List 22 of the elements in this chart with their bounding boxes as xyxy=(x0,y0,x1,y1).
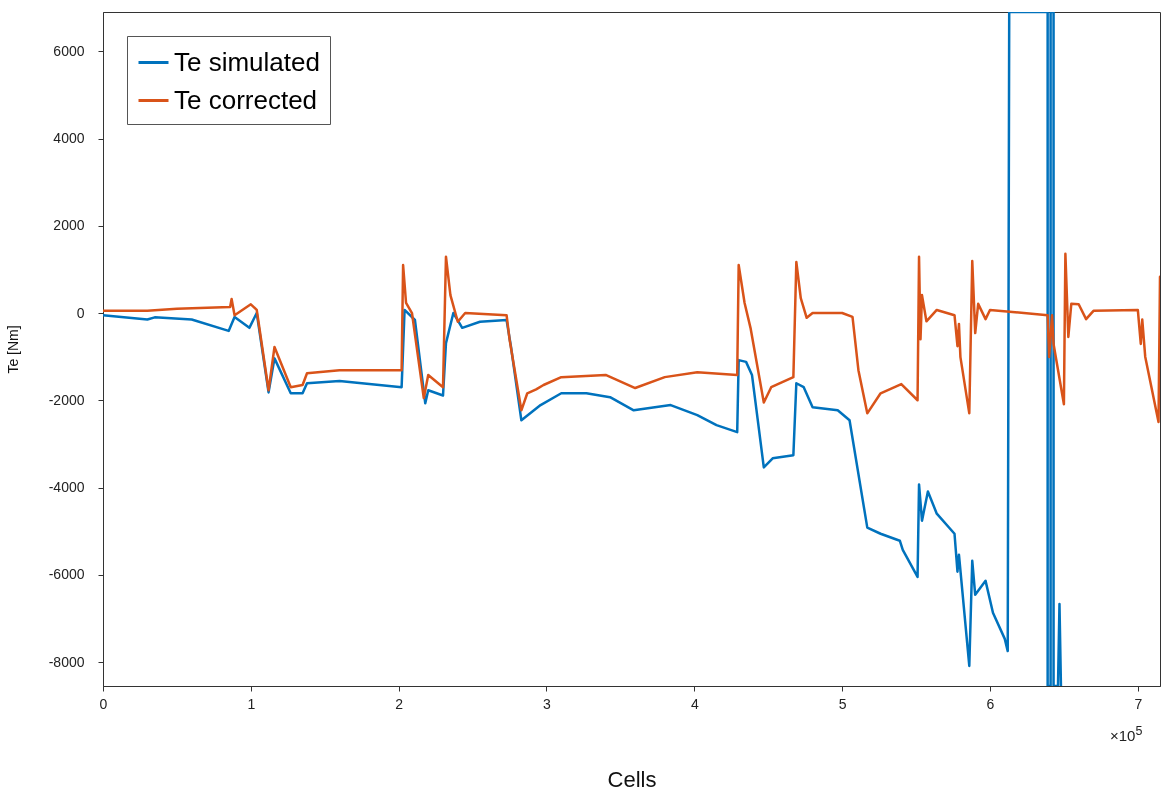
x-tick-label: 5 xyxy=(838,695,847,712)
y-tick-label: 4000 xyxy=(53,130,85,147)
y-tick-label: 6000 xyxy=(53,42,85,59)
text: ×10$^{5}$ xyxy=(1110,724,1143,744)
x-tick-label: 2 xyxy=(395,695,404,712)
y-tick-label: 2000 xyxy=(53,217,85,234)
y-tick-label: -2000 xyxy=(48,391,85,408)
y-tick-label: -8000 xyxy=(48,653,85,670)
x-tick-label: 6 xyxy=(986,695,995,712)
y-tick-label: -4000 xyxy=(48,479,85,496)
x-tick-label: 0 xyxy=(99,695,108,712)
x-tick-label: 1 xyxy=(247,695,256,712)
y-tick-label: 0 xyxy=(76,304,85,321)
legend-label: Te simulated xyxy=(174,46,320,77)
x-tick-label: 4 xyxy=(690,695,699,712)
x-tick-label: 3 xyxy=(543,695,552,712)
y-axis-title: Te [Nm] xyxy=(4,325,21,374)
line-series xyxy=(103,252,1160,424)
x-tick-label: 7 xyxy=(1134,695,1143,712)
x-axis-title: Cells xyxy=(607,766,657,787)
legend-label: Te corrected xyxy=(174,84,318,115)
y-tick-label: -6000 xyxy=(48,566,85,583)
